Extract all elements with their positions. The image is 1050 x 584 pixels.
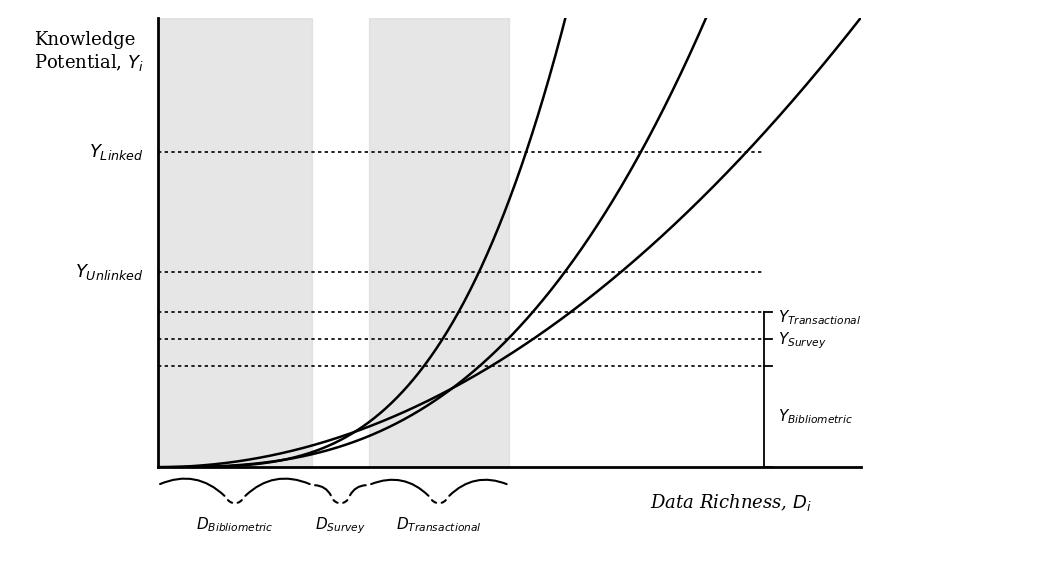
Text: $Y_{Linked}$: $Y_{Linked}$ xyxy=(89,142,144,162)
Text: $Y_{Unlinked}$: $Y_{Unlinked}$ xyxy=(76,262,144,281)
Text: $D_{Transactional}$: $D_{Transactional}$ xyxy=(396,516,482,534)
Bar xyxy=(369,18,509,467)
Text: $Y_{Transactional}$: $Y_{Transactional}$ xyxy=(778,308,861,327)
Bar xyxy=(158,18,312,467)
Text: Data Richness, $D_i$: Data Richness, $D_i$ xyxy=(650,492,812,513)
Text: $Y_{Bibliometric}$: $Y_{Bibliometric}$ xyxy=(778,407,853,426)
Text: $D_{Bibliometric}$: $D_{Bibliometric}$ xyxy=(196,516,274,534)
Text: $Y_{Survey}$: $Y_{Survey}$ xyxy=(778,331,826,351)
Text: Knowledge
Potential, $Y_i$: Knowledge Potential, $Y_i$ xyxy=(34,31,144,73)
Text: $D_{Survey}$: $D_{Survey}$ xyxy=(315,516,365,536)
